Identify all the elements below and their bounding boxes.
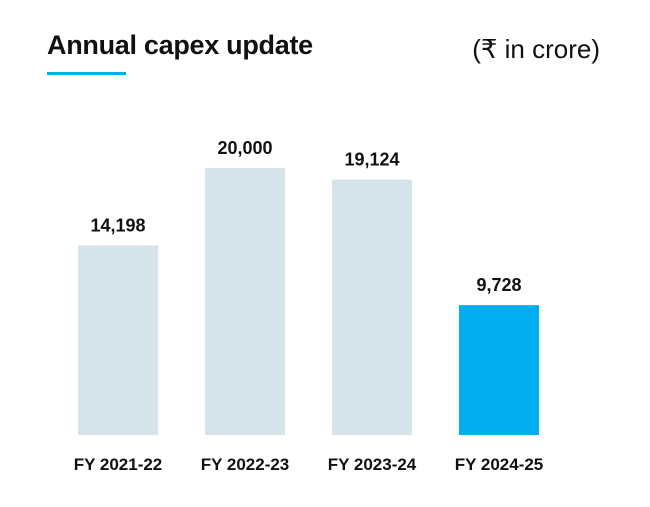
x-tick-label: FY 2024-25 <box>455 455 544 474</box>
bar-fy-2022-23 <box>205 168 285 435</box>
bar-value-label: 20,000 <box>217 138 272 158</box>
bar-fy-2023-24 <box>332 179 412 435</box>
bar-value-label: 9,728 <box>476 275 521 295</box>
bar-fy-2021-22 <box>78 245 158 435</box>
x-tick-label: FY 2022-23 <box>201 455 290 474</box>
title-underline <box>47 72 126 75</box>
bar-value-label: 19,124 <box>344 150 399 170</box>
x-tick-label: FY 2023-24 <box>328 455 417 474</box>
chart-title: Annual capex update <box>47 30 313 60</box>
x-tick-label: FY 2021-22 <box>74 455 163 474</box>
bar-value-label: 14,198 <box>90 215 145 235</box>
unit-label: (₹ in crore) <box>472 34 600 64</box>
bar-fy-2024-25 <box>459 305 539 435</box>
